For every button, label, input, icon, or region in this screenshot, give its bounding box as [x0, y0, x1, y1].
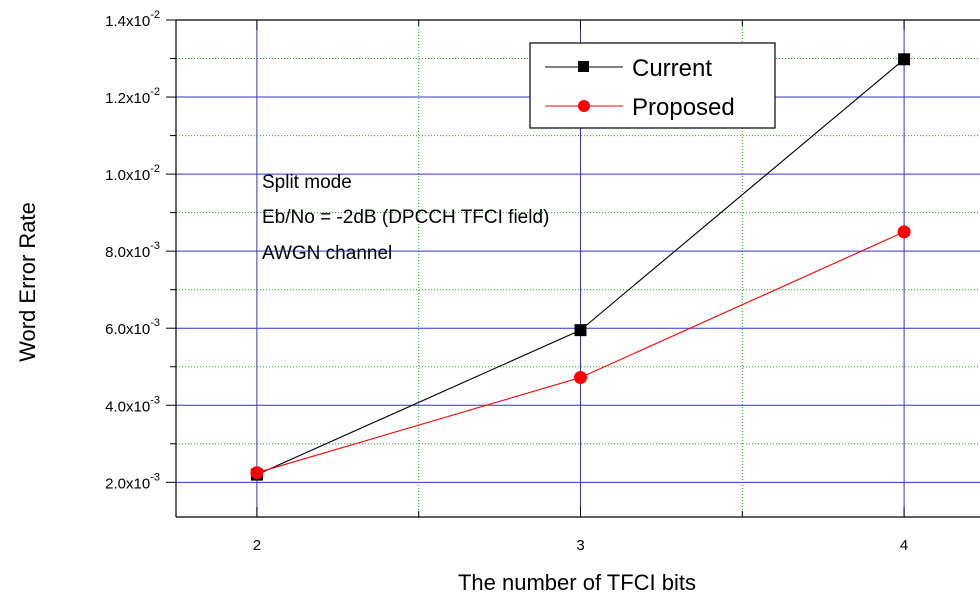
legend-marker-current — [578, 61, 589, 72]
y-tick-label: 2.0x10-3 — [105, 471, 160, 492]
legend-label-proposed: Proposed — [632, 94, 735, 121]
series-layer — [250, 53, 911, 481]
data-point-current — [898, 53, 911, 66]
y-tick-label: 4.0x10-3 — [105, 394, 160, 415]
data-point-proposed — [574, 371, 587, 385]
tick-labels: 2 3 4 2.0x10-3 4.0x10-3 6.0x10-3 8.0x10-3 1.0x1… — [105, 9, 908, 554]
axes — [166, 19, 980, 518]
annotation-line: AWGN channel — [262, 243, 392, 264]
annotation-line: Split mode — [262, 172, 352, 193]
legend: Current Proposed — [529, 42, 776, 129]
legend-box — [529, 42, 776, 129]
annotation-line: Eb/No = -2dB (DPCCH TFCI field) — [262, 207, 549, 228]
y-tick-label: 1.2x10-2 — [105, 86, 160, 107]
legend-marker-proposed — [578, 100, 590, 112]
annotation-block: Split mode Eb/No = -2dB (DPCCH TFCI fiel… — [262, 172, 549, 264]
x-axis-title: The number of TFCI bits — [458, 570, 696, 595]
legend-label-current: Current — [632, 55, 712, 82]
data-point-current — [574, 324, 587, 337]
x-tick-label: 2 — [253, 537, 261, 554]
y-tick-label: 8.0x10-3 — [105, 240, 160, 261]
y-axis-title: Word Error Rate — [15, 202, 40, 362]
y-tick-label: 1.0x10-2 — [105, 163, 160, 184]
y-tick-label: 6.0x10-3 — [105, 317, 160, 338]
y-tick-label: 1.4x10-2 — [105, 9, 160, 30]
x-tick-label: 3 — [576, 537, 584, 554]
data-point-proposed — [897, 225, 911, 239]
x-tick-label: 4 — [900, 537, 908, 554]
data-point-proposed — [250, 466, 264, 480]
